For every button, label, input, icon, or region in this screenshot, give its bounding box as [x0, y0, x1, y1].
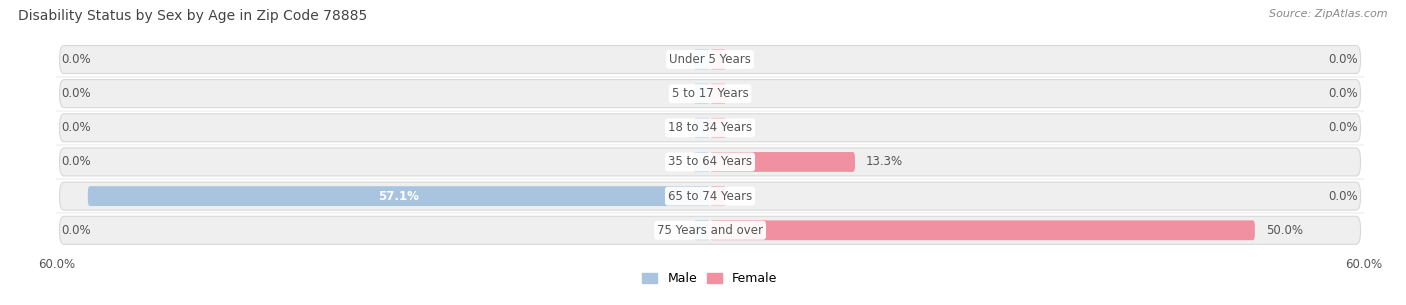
Text: 0.0%: 0.0% — [62, 121, 91, 134]
Text: 65 to 74 Years: 65 to 74 Years — [668, 190, 752, 203]
Text: 75 Years and over: 75 Years and over — [657, 224, 763, 237]
FancyBboxPatch shape — [710, 186, 727, 206]
Text: Source: ZipAtlas.com: Source: ZipAtlas.com — [1270, 9, 1388, 19]
Text: 57.1%: 57.1% — [378, 190, 419, 203]
FancyBboxPatch shape — [710, 49, 727, 69]
FancyBboxPatch shape — [59, 80, 1361, 108]
FancyBboxPatch shape — [59, 182, 1361, 210]
FancyBboxPatch shape — [693, 118, 710, 138]
Text: 0.0%: 0.0% — [1329, 190, 1358, 203]
Text: Disability Status by Sex by Age in Zip Code 78885: Disability Status by Sex by Age in Zip C… — [18, 9, 367, 23]
FancyBboxPatch shape — [710, 84, 727, 103]
Text: Under 5 Years: Under 5 Years — [669, 53, 751, 66]
Text: 0.0%: 0.0% — [1329, 53, 1358, 66]
FancyBboxPatch shape — [710, 118, 727, 138]
Text: 0.0%: 0.0% — [62, 53, 91, 66]
Text: 35 to 64 Years: 35 to 64 Years — [668, 156, 752, 168]
Text: 50.0%: 50.0% — [1265, 224, 1303, 237]
Text: 0.0%: 0.0% — [1329, 121, 1358, 134]
FancyBboxPatch shape — [693, 84, 710, 103]
Text: 18 to 34 Years: 18 to 34 Years — [668, 121, 752, 134]
FancyBboxPatch shape — [59, 114, 1361, 142]
Legend: Male, Female: Male, Female — [637, 267, 783, 290]
FancyBboxPatch shape — [693, 152, 710, 172]
FancyBboxPatch shape — [693, 49, 710, 69]
FancyBboxPatch shape — [693, 221, 710, 240]
Text: 0.0%: 0.0% — [62, 224, 91, 237]
FancyBboxPatch shape — [59, 148, 1361, 176]
FancyBboxPatch shape — [59, 216, 1361, 244]
Text: 0.0%: 0.0% — [62, 156, 91, 168]
FancyBboxPatch shape — [710, 221, 1256, 240]
Text: 0.0%: 0.0% — [1329, 87, 1358, 100]
FancyBboxPatch shape — [59, 45, 1361, 74]
Text: 0.0%: 0.0% — [62, 87, 91, 100]
Text: 13.3%: 13.3% — [866, 156, 903, 168]
FancyBboxPatch shape — [87, 186, 710, 206]
Text: 5 to 17 Years: 5 to 17 Years — [672, 87, 748, 100]
FancyBboxPatch shape — [710, 152, 855, 172]
